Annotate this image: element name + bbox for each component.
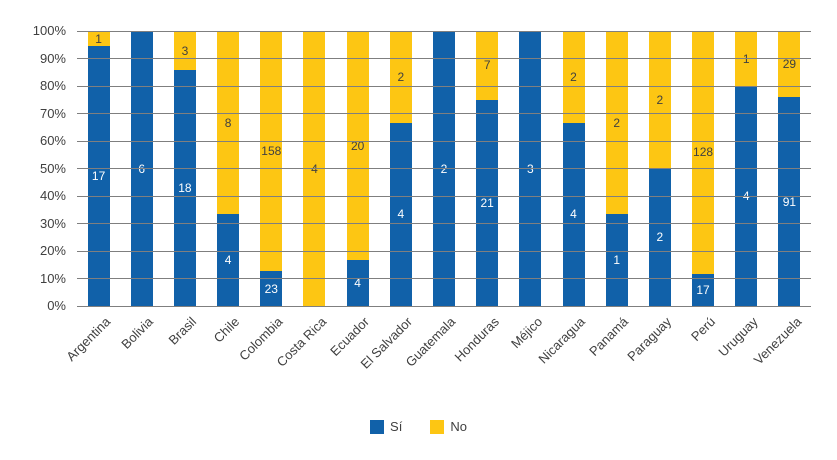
value-label-si: 17 [91, 169, 106, 184]
bar-perú[interactable]: 17 128 [692, 31, 715, 306]
x-axis-label: Perú [687, 314, 718, 345]
value-label-si: 4 [354, 276, 361, 291]
value-label-no: 2 [397, 69, 405, 84]
gridline [77, 223, 811, 224]
gridline [77, 250, 811, 252]
bar-venezuela[interactable]: 91 29 [778, 31, 801, 306]
y-axis-tick-label: 40% [39, 188, 66, 203]
legend-label-si: Sí [390, 419, 403, 434]
value-label-no: 3 [181, 43, 189, 58]
gridline [77, 140, 811, 142]
value-label-si: 21 [480, 195, 494, 210]
bar-honduras[interactable]: 21 7 [476, 31, 499, 306]
gridline [77, 113, 811, 114]
segment-si[interactable] [648, 168, 671, 306]
value-label-si: 4 [224, 253, 232, 268]
segment-no[interactable] [87, 31, 110, 47]
value-label-no: 8 [224, 115, 232, 130]
segment-no[interactable] [562, 31, 585, 123]
legend-swatch-si-icon [370, 419, 385, 434]
gridline [77, 278, 811, 279]
value-label-no: 29 [782, 57, 797, 72]
x-axis-label: Honduras [451, 314, 502, 365]
x-axis-label: Brasil [165, 314, 200, 348]
y-axis-tick-label: 20% [39, 243, 66, 258]
value-label-no: 2 [570, 69, 577, 84]
value-label-si: 91 [782, 194, 797, 209]
value-label-si: 1 [613, 253, 621, 268]
segment-si[interactable] [605, 214, 628, 306]
value-label-si: 23 [264, 281, 278, 296]
value-label-no: 1 [95, 31, 102, 46]
y-axis-tick-label: 0% [47, 298, 66, 313]
gridline [77, 195, 811, 197]
segment-si[interactable] [476, 99, 499, 306]
y-axis-tick-label: 60% [39, 133, 66, 148]
value-label-no: 128 [693, 145, 714, 160]
segment-no[interactable] [346, 31, 369, 261]
value-label-no: 2 [656, 92, 664, 107]
x-axis-label: Nicaragua [535, 314, 589, 367]
segment-si[interactable] [260, 271, 283, 306]
y-axis-tick-label: 90% [39, 50, 66, 66]
value-label-si: 18 [178, 181, 192, 196]
segment-no[interactable] [778, 31, 801, 98]
segment-si[interactable] [346, 260, 369, 306]
y-axis-tick-label: 80% [39, 78, 66, 93]
segment-si[interactable] [778, 97, 801, 306]
y-axis-tick-label: 50% [39, 160, 66, 176]
value-label-si: 4 [397, 207, 405, 222]
segment-no[interactable] [648, 31, 671, 169]
segment-si[interactable] [173, 70, 196, 306]
value-label-no: 7 [483, 58, 491, 73]
gridline [77, 85, 811, 87]
y-axis-tick-label: 30% [39, 215, 66, 231]
legend-item-si: Sí [370, 419, 402, 434]
bar-colombia[interactable]: 23 158 [260, 31, 283, 306]
bar-argentina[interactable]: 17 1 [87, 31, 110, 306]
segment-no[interactable] [476, 31, 499, 100]
value-label-si: 4 [570, 207, 577, 222]
value-label-si: 17 [696, 282, 710, 297]
x-axis-label: Paraguay [624, 314, 675, 364]
legend-label-no: No [450, 419, 467, 434]
segment-si[interactable] [87, 46, 110, 306]
bar-ecuador[interactable]: 4 20 [346, 31, 369, 306]
segment-si[interactable] [692, 273, 715, 306]
bar-brasil[interactable]: 18 3 [173, 31, 196, 306]
x-axis-label: Chile [211, 314, 243, 346]
segment-no[interactable] [173, 31, 196, 71]
gridline [77, 58, 811, 59]
x-axis-line [77, 305, 811, 307]
y-axis-tick-label: 10% [39, 270, 66, 286]
value-label-no: 2 [613, 115, 621, 130]
value-label-si: 2 [656, 230, 664, 245]
x-axis-label: Argentina [63, 314, 114, 364]
segment-si[interactable] [217, 214, 240, 306]
segment-no[interactable] [260, 31, 283, 272]
y-axis-tick-label: 70% [39, 105, 66, 121]
x-axis-label: Méjico [507, 314, 545, 352]
gridline [77, 30, 811, 32]
legend-item-no: No [430, 419, 467, 434]
x-axis-label: Bolivia [118, 314, 157, 352]
legend-swatch-no-icon [430, 419, 445, 434]
segment-no[interactable] [389, 31, 412, 123]
legend: Sí No [0, 419, 837, 434]
y-axis-tick-label: 100% [32, 23, 66, 38]
gridline [77, 168, 811, 169]
value-label-no: 20 [350, 138, 365, 153]
segment-no[interactable] [692, 31, 715, 274]
value-label-no: 158 [261, 144, 282, 159]
